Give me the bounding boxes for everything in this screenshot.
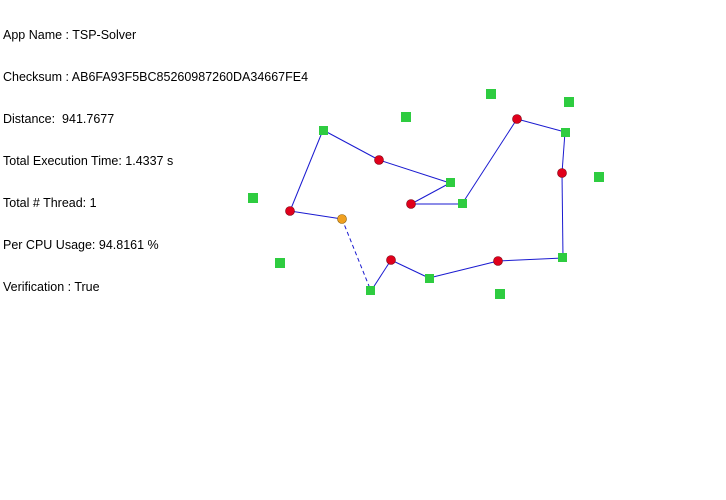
route-edge	[497, 257, 564, 262]
route-edge	[410, 182, 451, 205]
city-node	[366, 286, 375, 295]
visited-node	[406, 199, 416, 209]
cpu-usage-label: Per CPU Usage: 94.8161 %	[3, 238, 159, 252]
city-node	[275, 258, 285, 268]
route-edge	[289, 210, 343, 220]
thread-count-label: Total # Thread: 1	[3, 196, 97, 210]
city-node	[558, 253, 567, 262]
city-node	[446, 178, 455, 187]
route-edge	[370, 259, 392, 292]
visited-node	[374, 155, 384, 165]
candidate-edge	[341, 218, 372, 292]
distance-label: Distance: 941.7677	[3, 112, 115, 126]
route-edge	[428, 260, 499, 279]
visited-node	[493, 256, 503, 266]
city-node	[319, 126, 328, 135]
visited-node	[386, 255, 396, 265]
route-edge	[378, 159, 451, 184]
city-node	[401, 112, 411, 122]
route-edge	[461, 118, 518, 205]
route-edge	[561, 172, 564, 259]
city-node	[594, 172, 604, 182]
route-edge	[390, 259, 430, 279]
visited-node	[557, 168, 567, 178]
info-panel: App Name : TSP-Solver Checksum : AB6FA93…	[3, 0, 308, 308]
route-edges	[289, 118, 566, 292]
execution-time-label: Total Execution Time: 1.4337 s	[3, 154, 174, 168]
visited-nodes	[285, 114, 567, 266]
city-node	[248, 193, 258, 203]
city-node	[495, 289, 505, 299]
city-node	[458, 199, 467, 208]
visited-node	[285, 206, 295, 216]
route-edge	[322, 129, 380, 161]
city-node	[564, 97, 574, 107]
route-edge	[561, 131, 566, 174]
verification-label: Verification : True	[3, 280, 100, 294]
current-node	[337, 214, 347, 224]
checksum-label: Checksum : AB6FA93F5BC85260987260DA34667…	[3, 70, 309, 84]
city-node	[425, 274, 434, 283]
route-edge	[289, 129, 324, 212]
visited-node	[512, 114, 522, 124]
app-name-label: App Name : TSP-Solver	[3, 28, 137, 42]
city-nodes	[248, 89, 604, 299]
route-edge	[516, 118, 566, 133]
city-node	[486, 89, 496, 99]
city-node	[561, 128, 570, 137]
